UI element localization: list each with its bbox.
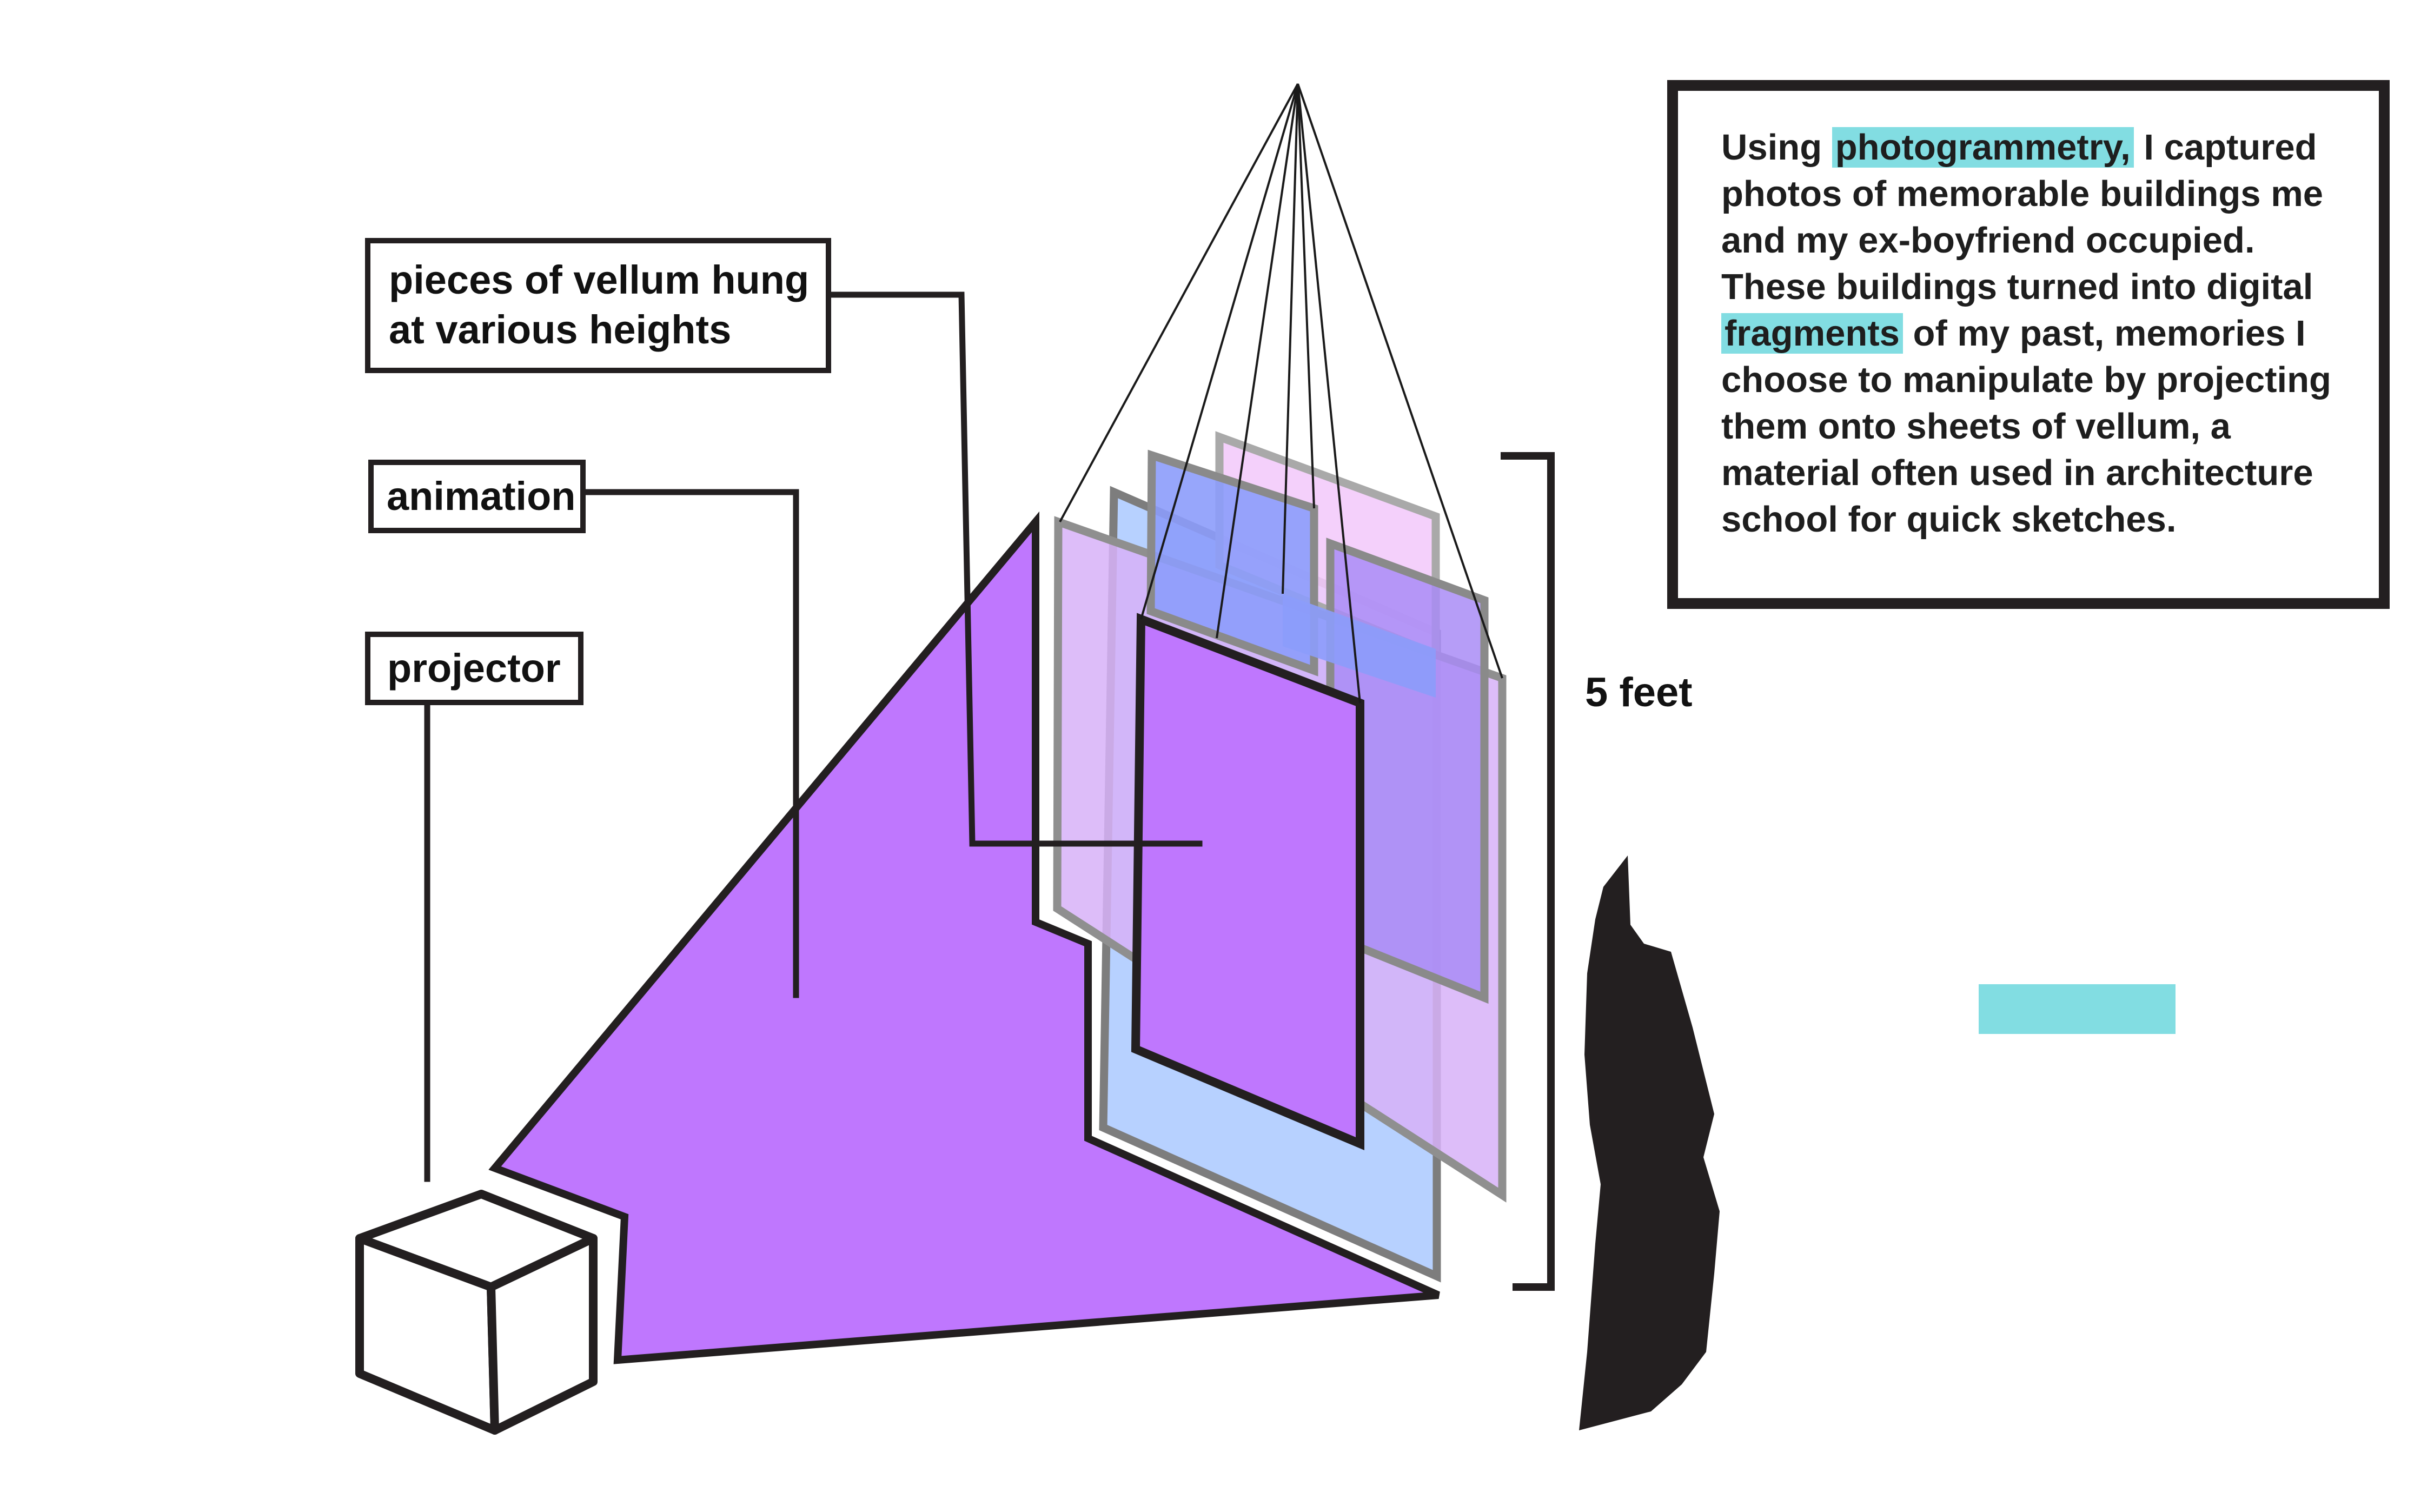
- vellum-label-line-2: at various heights: [389, 307, 732, 352]
- height-bracket: [1501, 452, 1555, 1291]
- description-box: Using photogrammetry, I captured photos …: [1667, 80, 2390, 609]
- vellum-sheet-blue-strip: [1283, 594, 1436, 698]
- projector-label-text: projector: [387, 646, 561, 691]
- animation-label-text: animation: [387, 474, 576, 519]
- vellum-sheets: [1053, 431, 1507, 1283]
- description-text-1: Using: [1721, 127, 1832, 168]
- projector-icon: [355, 1190, 598, 1435]
- vellum-label-line-1: pieces of vellum hung: [389, 257, 810, 302]
- projector-label: projector: [365, 632, 583, 705]
- animation-leader: [582, 489, 799, 998]
- vellum-sheet-periwinkle: [1146, 449, 1318, 677]
- projection-beam: [488, 511, 1440, 1364]
- height-dimension-label: 5 feet: [1585, 669, 1693, 715]
- highlight-fragments: fragments: [1721, 313, 1903, 354]
- vellum-label: pieces of vellum hung at various heights: [365, 238, 831, 373]
- person-silhouette: [1579, 856, 1720, 1430]
- description-text-3: of my past, memories I choose to manipul…: [1721, 313, 2331, 540]
- highlight-photogrammetry: photogrammetry,: [1832, 127, 2134, 168]
- suspension-strings: [1059, 83, 1503, 704]
- animation-label: animation: [368, 460, 586, 533]
- description-text-2: I captured photos of memorable buildings…: [1721, 127, 2324, 307]
- vellum-leader: [828, 291, 1203, 847]
- leader-lines: [424, 291, 1203, 1182]
- highlight-color-swatch: [1979, 984, 2176, 1034]
- vellum-sheet-front: [1131, 613, 1364, 1151]
